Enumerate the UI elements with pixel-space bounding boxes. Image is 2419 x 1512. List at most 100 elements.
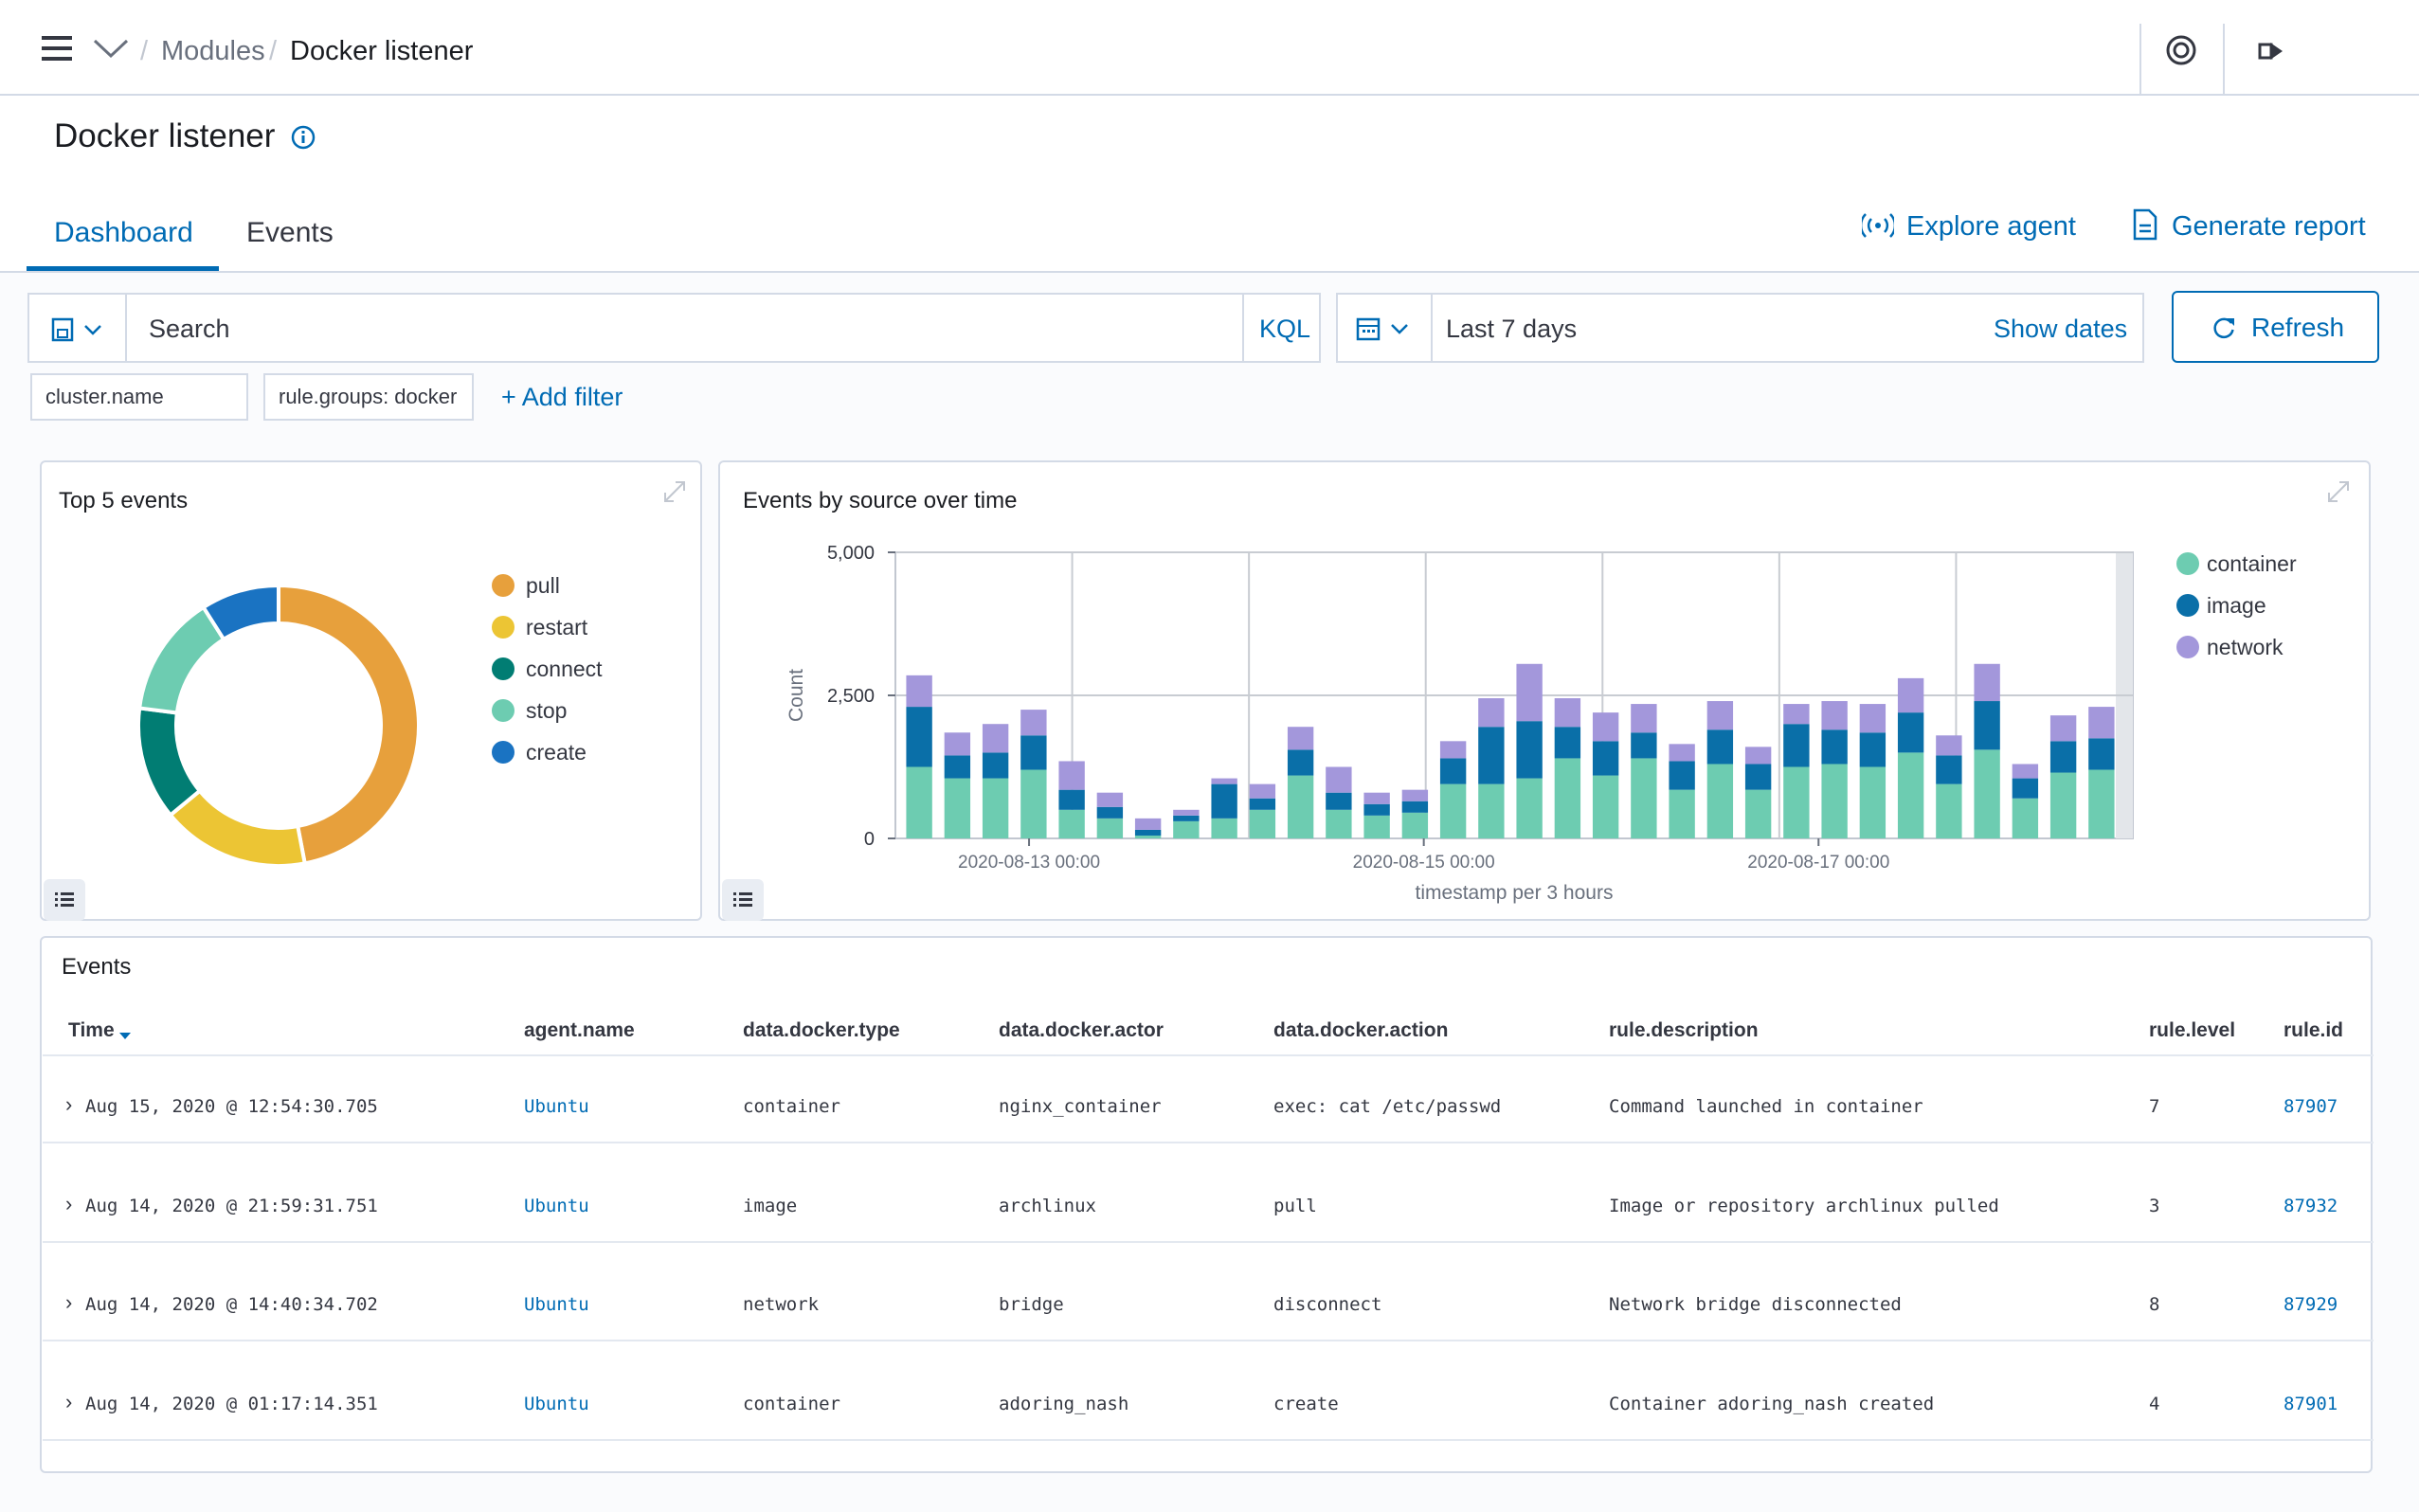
chevron-down-icon[interactable] <box>93 38 129 59</box>
bar-network <box>1211 778 1237 784</box>
cell-rule-id-link[interactable]: 87907 <box>2284 1096 2338 1117</box>
expand-row-chevron-icon[interactable]: › <box>65 1191 73 1215</box>
logout-icon[interactable] <box>2258 40 2284 63</box>
bar-network <box>1287 727 1314 750</box>
bar-container <box>1592 775 1619 838</box>
tab-dashboard[interactable]: Dashboard <box>54 217 193 248</box>
bar-network <box>1020 710 1047 736</box>
legend-label[interactable]: create <box>526 740 587 765</box>
hamburger-menu-icon[interactable] <box>42 36 72 61</box>
bar-container <box>1287 775 1314 838</box>
help-lifebuoy-icon[interactable] <box>2165 34 2197 66</box>
calendar-icon[interactable] <box>1355 315 1414 342</box>
bar-image <box>944 755 971 779</box>
bar-image <box>1249 798 1276 810</box>
tab-events[interactable]: Events <box>246 217 334 248</box>
table-row-divider <box>43 1438 2374 1441</box>
column-header-agent-name[interactable]: agent.name <box>524 1019 635 1041</box>
cell-docker-action: exec: cat /etc/passwd <box>1273 1096 1502 1117</box>
bar-container <box>1821 764 1848 838</box>
bar-image <box>1478 727 1505 784</box>
legend-swatch <box>2176 552 2199 575</box>
cell-docker-type: container <box>743 1096 840 1117</box>
legend-label[interactable]: stop <box>526 698 568 723</box>
bar-network <box>1859 704 1886 733</box>
bar-image <box>1401 801 1429 813</box>
filter-pill-rule-groups[interactable]: rule.groups: docker <box>263 373 474 421</box>
bar-image <box>2049 741 2077 773</box>
info-icon[interactable] <box>291 125 316 150</box>
expand-row-chevron-icon[interactable]: › <box>65 1290 73 1314</box>
filter-pill-cluster-name[interactable]: cluster.name <box>30 373 248 421</box>
cell-agent-link[interactable]: Ubuntu <box>524 1195 589 1216</box>
expand-row-chevron-icon[interactable]: › <box>65 1389 73 1413</box>
generate-report-button[interactable]: Generate report <box>2172 211 2366 242</box>
bar-image <box>1516 721 1543 779</box>
expand-icon[interactable] <box>2324 477 2353 506</box>
bar-container <box>1020 769 1047 838</box>
column-header-time[interactable]: Time <box>68 1019 115 1041</box>
explore-agent-button[interactable]: Explore agent <box>1906 211 2076 242</box>
column-header-docker-type[interactable]: data.docker.type <box>743 1019 900 1041</box>
search-input[interactable]: Search <box>149 315 230 343</box>
add-filter-button[interactable]: + Add filter <box>501 383 623 411</box>
show-dates-button[interactable]: Show dates <box>1994 315 2128 343</box>
bar-image <box>1897 712 1924 753</box>
sort-descending-icon[interactable] <box>118 1031 132 1040</box>
donut-slice-pull[interactable] <box>277 583 421 866</box>
bar-network <box>1401 789 1429 801</box>
table-title: Events <box>62 954 132 980</box>
bar-container <box>1516 778 1543 838</box>
column-header-rule-description[interactable]: rule.description <box>1609 1019 1759 1041</box>
column-header-rule-level[interactable]: rule.level <box>2149 1019 2236 1041</box>
bar-image <box>1669 761 1695 790</box>
expand-icon[interactable] <box>660 477 689 506</box>
donut-slice-stop[interactable] <box>136 604 226 715</box>
bar-container <box>1706 764 1734 838</box>
expand-row-chevron-icon[interactable]: › <box>65 1092 73 1116</box>
cell-docker-type: image <box>743 1195 798 1216</box>
table-row-divider <box>43 1142 2374 1143</box>
legend-swatch <box>492 657 514 680</box>
column-header-docker-actor[interactable]: data.docker.actor <box>999 1019 1164 1041</box>
donut-slice-restart[interactable] <box>168 788 308 868</box>
bar-network <box>1516 663 1543 722</box>
bar-network <box>944 732 971 756</box>
cell-time: Aug 15, 2020 @ 12:54:30.705 <box>85 1096 378 1117</box>
kql-toggle-button[interactable]: KQL <box>1259 315 1311 343</box>
legend-label: container <box>2207 551 2297 576</box>
legend-toggle-button[interactable] <box>722 879 764 921</box>
bar-network <box>1821 701 1848 730</box>
stacked-bar-chart: 0 2,500 5,000 2020-08-13 00:00 2020-08-15 00… <box>785 543 2297 904</box>
refresh-button[interactable]: Refresh <box>2172 291 2379 363</box>
bar-network <box>1936 735 1962 756</box>
divider <box>125 295 127 361</box>
cell-agent-link[interactable]: Ubuntu <box>524 1294 589 1315</box>
cell-rule-id-link[interactable]: 87929 <box>2284 1294 2338 1315</box>
legend-swatch <box>2176 636 2199 658</box>
x-axis-label: timestamp per 3 hours <box>1416 882 1614 904</box>
breadcrumb-separator: / <box>140 36 149 66</box>
breadcrumb-modules[interactable]: Modules <box>161 36 265 66</box>
legend-label[interactable]: pull <box>526 573 560 598</box>
cell-agent-link[interactable]: Ubuntu <box>524 1096 589 1117</box>
cell-rule-id-link[interactable]: 87932 <box>2284 1195 2338 1216</box>
bar-container <box>1134 835 1162 838</box>
cell-rule-id-link[interactable]: 87901 <box>2284 1393 2338 1414</box>
column-header-rule-id[interactable]: rule.id <box>2284 1019 2344 1041</box>
date-range-value[interactable]: Last 7 days <box>1446 315 1578 343</box>
column-header-docker-action[interactable]: data.docker.action <box>1273 1019 1449 1041</box>
bar-image <box>1134 829 1162 836</box>
legend-label[interactable]: connect <box>526 657 603 681</box>
bar-image <box>1287 749 1314 776</box>
legend-toggle-button[interactable] <box>44 879 85 921</box>
legend-label[interactable]: restart <box>526 615 588 639</box>
bar-container <box>1173 820 1200 838</box>
donut-slice-create[interactable] <box>200 583 280 642</box>
donut-slice-connect[interactable] <box>136 706 203 819</box>
cell-agent-link[interactable]: Ubuntu <box>524 1393 589 1414</box>
saved-query-icon[interactable] <box>50 317 107 342</box>
bar-image <box>1974 701 2000 750</box>
bar-network <box>1744 747 1772 765</box>
table-row-divider <box>43 1240 2374 1243</box>
